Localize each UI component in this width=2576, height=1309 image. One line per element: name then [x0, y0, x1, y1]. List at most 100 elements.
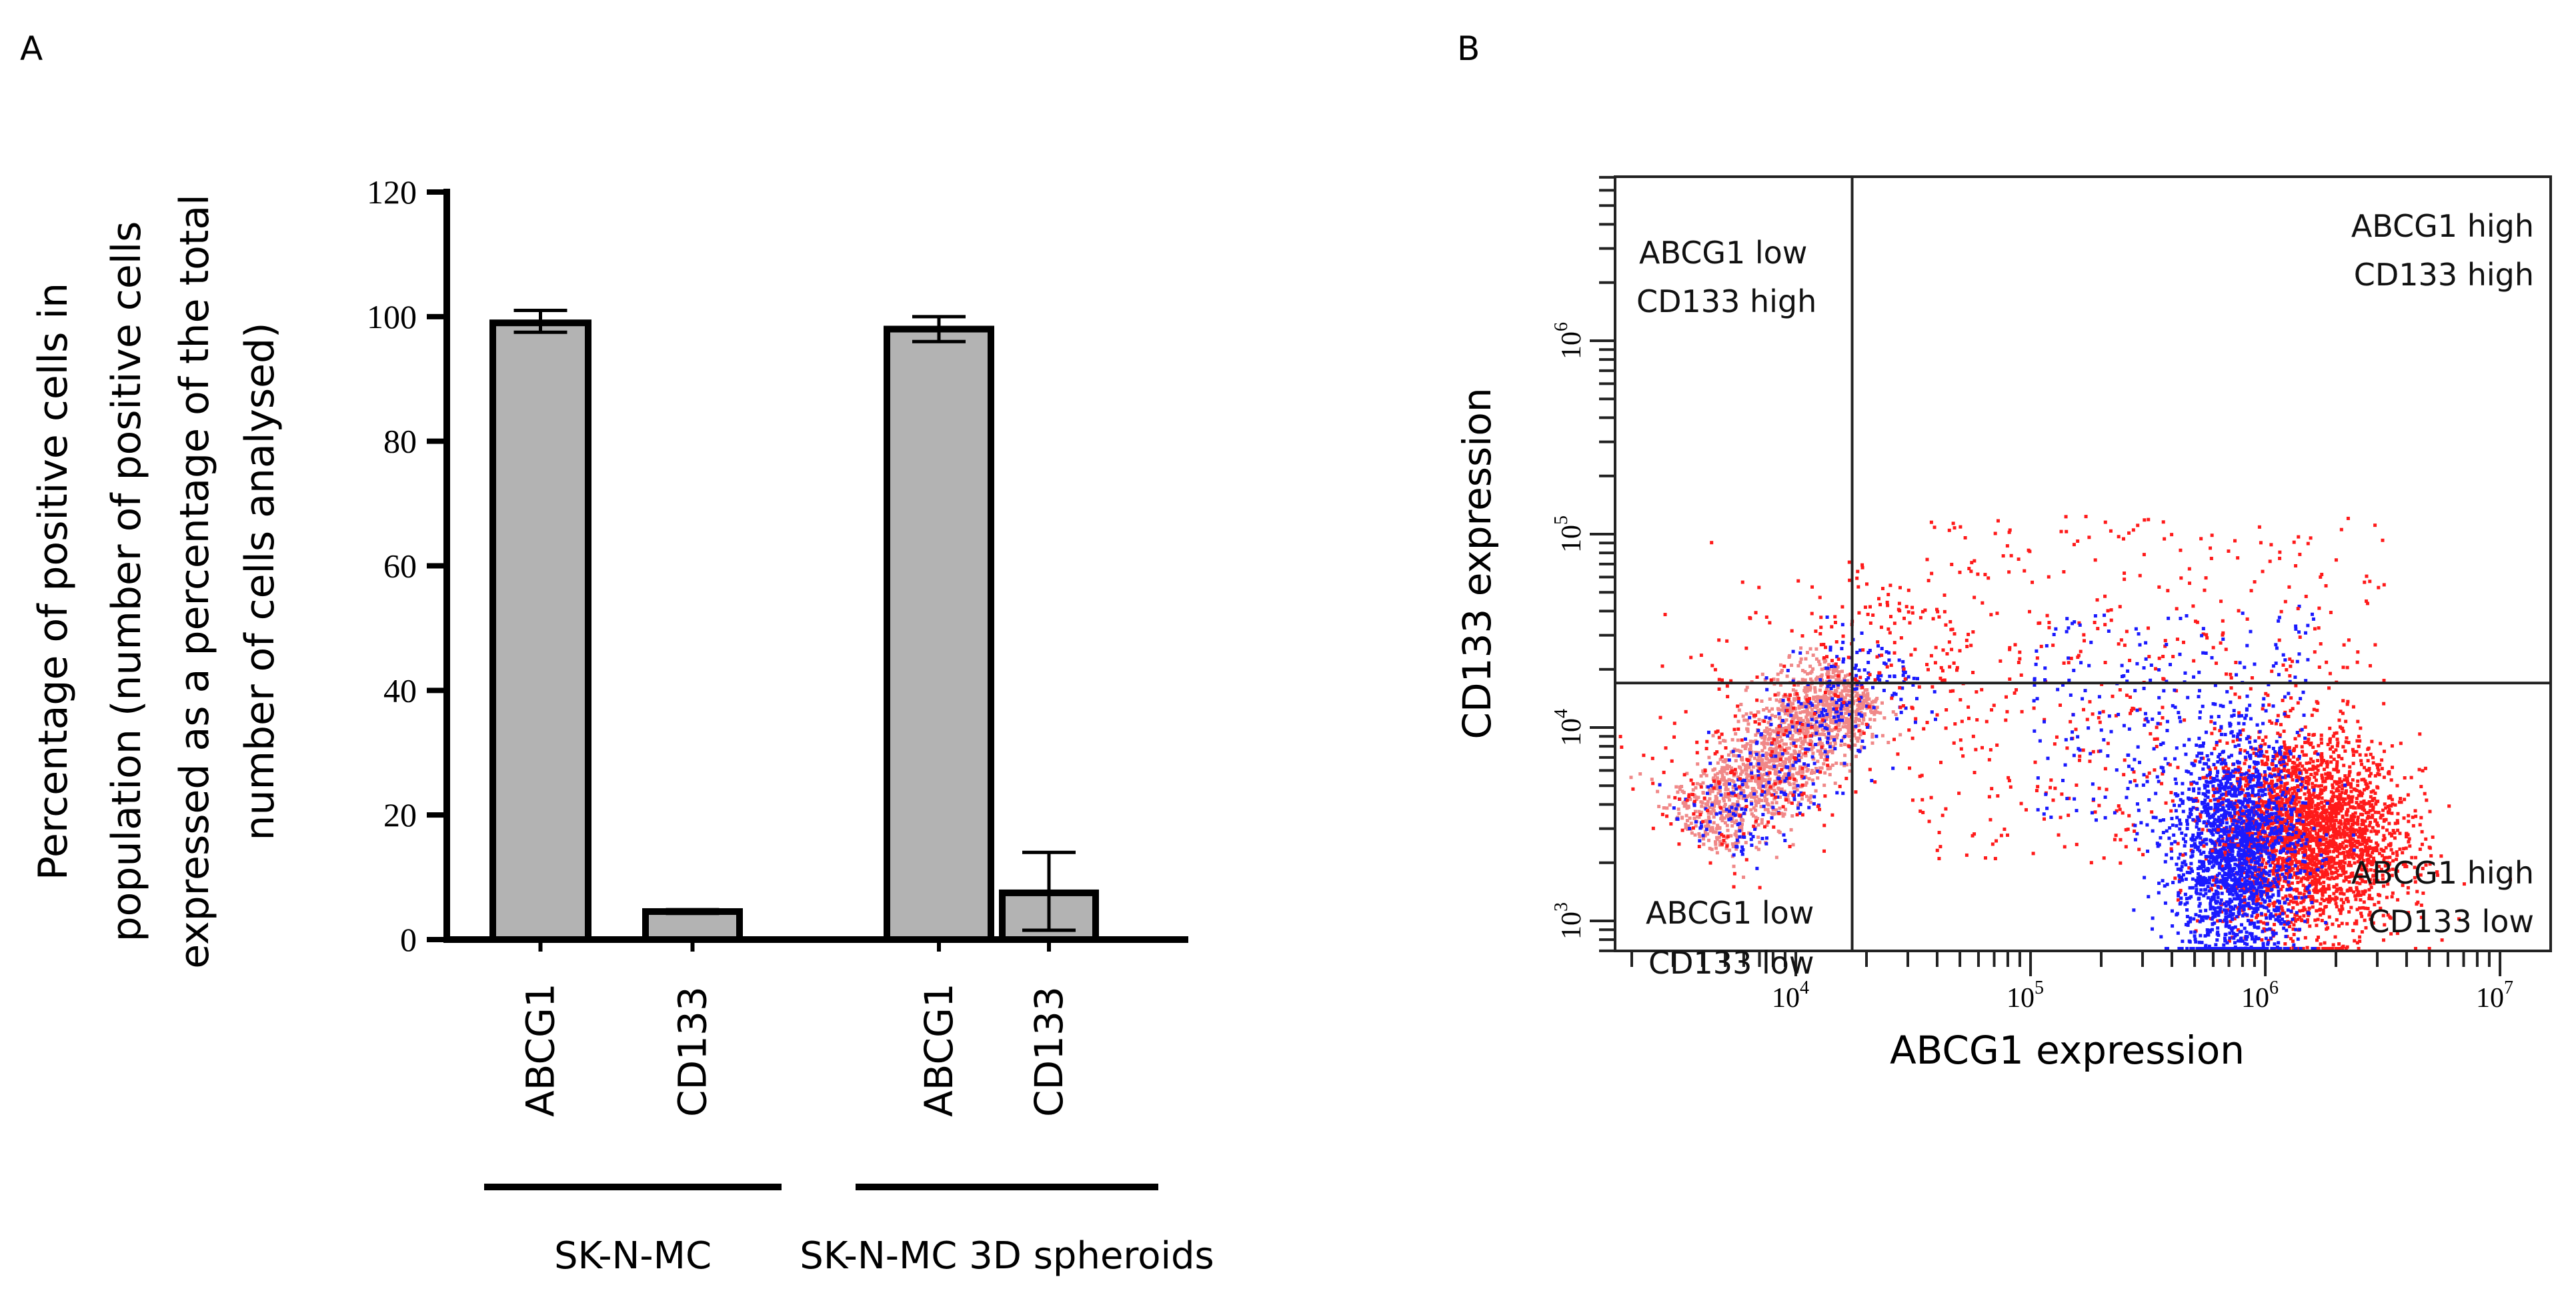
scatter-point: [2219, 885, 2223, 889]
scatter-point: [2367, 810, 2371, 814]
scatter-point: [2276, 861, 2280, 865]
scatter-point: [2311, 882, 2315, 886]
scatter-point: [2349, 906, 2353, 910]
scatter-point: [1770, 707, 1774, 711]
scatter-point: [1876, 677, 1880, 681]
scatter-point: [1788, 769, 1792, 773]
scatter-point: [1662, 770, 1666, 774]
scatter-point: [2407, 814, 2411, 818]
scatter-point: [2272, 794, 2276, 798]
scatter-point: [1740, 807, 1744, 811]
scatter-point: [1718, 758, 1722, 762]
scatter-point: [2297, 821, 2301, 825]
scatter-point: [2313, 804, 2317, 808]
scatter-point: [2322, 824, 2326, 828]
scatter-point: [1744, 808, 1748, 812]
scatter-point: [1901, 665, 1905, 669]
scatter-point: [1804, 728, 1808, 732]
scatter-point: [1768, 766, 1772, 770]
scatter-point: [1694, 820, 1698, 824]
scatter-point: [1836, 722, 1840, 726]
scatter-point: [1723, 841, 1727, 845]
scatter-point: [1832, 718, 1836, 722]
scatter-point: [1856, 585, 1860, 589]
scatter-point: [2355, 919, 2359, 923]
scatter-point: [1854, 687, 1858, 691]
scatter-point: [2304, 830, 2308, 834]
scatter-point: [1838, 721, 1842, 725]
scatter-point: [2309, 821, 2313, 825]
scatter-point: [1836, 733, 1840, 737]
scatter-point: [2334, 768, 2338, 772]
scatter-point: [2371, 789, 2375, 793]
scatter-point: [1829, 718, 1833, 722]
scatter-point: [2381, 877, 2385, 881]
scatter-point: [2296, 784, 2300, 788]
scatter-point: [2293, 913, 2297, 917]
scatter-point: [1865, 726, 1869, 730]
scatter-point: [2304, 781, 2308, 785]
scatter-point: [2267, 938, 2271, 942]
scatter-point: [1780, 768, 1784, 772]
scatter-point: [1726, 795, 1730, 799]
scatter-point: [1826, 764, 1830, 768]
scatter-point: [1856, 718, 1860, 722]
scatter-point: [2271, 869, 2275, 873]
scatter-point: [2353, 861, 2357, 865]
scatter-point: [1797, 732, 1801, 736]
scatter-point: [2352, 831, 2356, 835]
scatter-point: [1819, 643, 1823, 647]
scatter-point: [1773, 782, 1777, 786]
scatter-point: [1848, 672, 1852, 676]
scatter-point: [2258, 870, 2262, 874]
scatter-point: [2325, 660, 2329, 664]
scatter-point: [1798, 651, 1802, 655]
scatter-point: [1718, 831, 1722, 835]
scatter-point: [1802, 737, 1806, 741]
scatter-point: [1820, 742, 1824, 746]
scatter-point: [1790, 708, 1794, 712]
scatter-point: [2276, 732, 2280, 736]
scatter-point: [2361, 792, 2365, 796]
scatter-point: [2283, 746, 2287, 750]
scatter-point: [2403, 798, 2407, 802]
scatter-point: [2355, 739, 2359, 743]
scatter-point: [2228, 850, 2232, 854]
scatter-point: [1930, 710, 1934, 714]
scatter-point: [2325, 927, 2329, 931]
scatter-point: [1782, 748, 1786, 752]
scatter-point: [1751, 835, 1755, 839]
scatter-point: [1829, 686, 1833, 690]
scatter-point: [2338, 845, 2342, 849]
scatter-point: [1800, 634, 1804, 638]
scatter-point: [1803, 670, 1807, 674]
scatter-point: [1731, 750, 1735, 754]
scatter-point: [1823, 726, 1827, 730]
scatter-point: [1826, 666, 1830, 670]
scatter-point: [2320, 870, 2324, 874]
scatter-point: [1798, 750, 1802, 754]
scatter-point: [1780, 704, 1784, 708]
scatter-point: [1693, 833, 1697, 837]
scatter-point: [2297, 768, 2301, 772]
scatter-point: [1793, 707, 1797, 711]
scatter-point: [2359, 873, 2363, 877]
scatter-point: [2374, 846, 2378, 850]
scatter-point: [1838, 692, 1842, 696]
scatter-point: [2355, 881, 2359, 885]
scatter-point: [1818, 699, 1822, 703]
scatter-point: [2345, 782, 2349, 786]
scatter-point: [1715, 838, 1719, 842]
scatter-point: [2194, 819, 2198, 823]
scatter-point: [2273, 853, 2277, 857]
scatter-point: [1836, 694, 1840, 698]
scatter-point: [2342, 864, 2346, 868]
scatter-point: [1814, 716, 1818, 720]
scatter-point: [2347, 801, 2351, 805]
scatter-point: [1837, 718, 1841, 722]
scatter-point: [2305, 920, 2309, 924]
scatter-point: [2374, 872, 2378, 876]
scatter-point: [2304, 818, 2308, 822]
scatter-point: [2343, 854, 2347, 858]
scatter-point: [1694, 798, 1698, 802]
